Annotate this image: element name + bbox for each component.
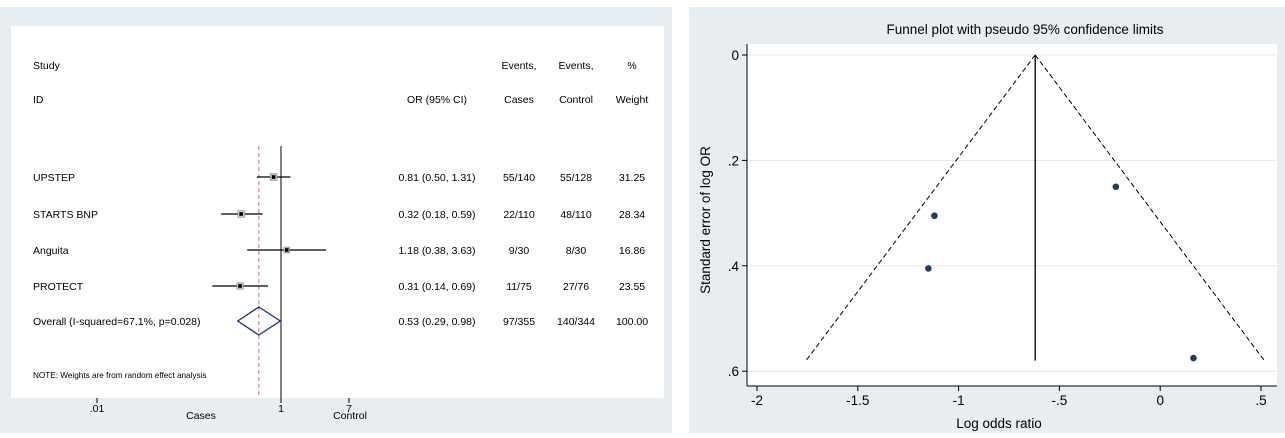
overall-label: Overall (I-squared=67.1%, p=0.028): [33, 316, 201, 328]
study-events-cases: 55/140: [503, 172, 535, 184]
overall-events-control: 140/344: [557, 316, 595, 328]
study-point-estimate: [271, 175, 276, 179]
axis-label-control: Control: [333, 410, 367, 422]
funnel-x-axis-label: Log odds ratio: [956, 416, 1042, 431]
study-events-control: 27/76: [563, 281, 589, 293]
study-events-cases: 9/30: [509, 245, 530, 257]
header-cases: Cases: [504, 94, 534, 106]
study-label: Anguita: [33, 245, 69, 257]
study-or-ci: 0.81 (0.50, 1.31): [398, 172, 475, 184]
header-study: Study: [33, 60, 61, 72]
overall-weight: 100.00: [616, 316, 648, 328]
forest-x-tick-label: 1: [278, 403, 284, 415]
header-control: Control: [559, 94, 593, 106]
study-or-ci: 0.31 (0.14, 0.69): [398, 281, 475, 293]
header-or: OR (95% CI): [407, 94, 467, 106]
study-weight: 23.55: [619, 281, 645, 293]
header-id: ID: [33, 94, 44, 106]
study-label: STARTS BNP: [33, 209, 98, 221]
header-weight: Weight: [616, 94, 649, 106]
axis-label-cases: Cases: [186, 410, 216, 422]
funnel-x-tick-label: .5: [1255, 393, 1266, 408]
study-weight: 16.86: [619, 245, 645, 257]
funnel-y-axis-label: Standard error of log OR: [698, 146, 713, 294]
funnel-x-tick-label: 0: [1156, 393, 1164, 408]
funnel-x-tick-label: -.5: [1052, 393, 1068, 408]
forest-plot-area: [11, 26, 664, 398]
header-percent: %: [627, 60, 636, 72]
forest-x-tick-label: 7: [346, 403, 352, 415]
funnel-study-point: [1112, 183, 1120, 191]
funnel-plot-panel: Funnel plot with pseudo 95% confidence l…: [689, 7, 1285, 433]
funnel-y-tick-label: 0: [731, 48, 739, 63]
funnel-title: Funnel plot with pseudo 95% confidence l…: [887, 22, 1164, 37]
study-label: PROTECT: [33, 281, 84, 293]
study-events-control: 48/110: [560, 209, 591, 221]
funnel-y-tick-label: .2: [728, 153, 739, 168]
overall-diamond: [236, 306, 282, 336]
forest-plot-panel: Study ID OR (95% CI) Events, Cases Event…: [0, 7, 672, 433]
header-events-cases: Events,: [501, 60, 536, 72]
study-point-estimate: [239, 212, 243, 216]
study-label: UPSTEP: [33, 172, 75, 184]
study-events-control: 8/30: [566, 245, 587, 257]
funnel-study-point: [1190, 354, 1197, 362]
study-point-estimate: [238, 284, 242, 288]
study-or-ci: 0.32 (0.18, 0.59): [398, 209, 475, 221]
study-or-ci: 1.18 (0.38, 3.63): [398, 245, 475, 257]
funnel-x-tick-label: -1.5: [846, 393, 869, 408]
funnel-study-point: [925, 265, 932, 272]
study-events-control: 55/128: [560, 172, 592, 184]
funnel-y-tick-label: .4: [728, 259, 740, 274]
study-weight: 31.25: [619, 172, 645, 184]
forest-plot: Study ID OR (95% CI) Events, Cases Event…: [11, 26, 664, 422]
study-events-cases: 11/75: [506, 281, 532, 293]
funnel-plot-area: [747, 44, 1277, 386]
study-point-estimate: [284, 248, 289, 252]
funnel-plot: Funnel plot with pseudo 95% confidence l…: [698, 22, 1277, 431]
funnel-y-tick-label: .6: [728, 364, 739, 379]
funnel-study-point: [931, 212, 938, 220]
study-weight: 28.34: [619, 209, 645, 221]
forest-x-tick-label: .01: [90, 403, 105, 415]
overall-or-ci: 0.53 (0.29, 0.98): [398, 316, 475, 328]
overall-events-cases: 97/355: [503, 316, 535, 328]
header-events-control: Events,: [558, 60, 593, 72]
study-events-cases: 22/110: [503, 209, 534, 221]
funnel-x-tick-label: -2: [751, 393, 763, 408]
footnote-weights: NOTE: Weights are from random effect ana…: [33, 371, 207, 380]
funnel-x-tick-label: -1: [953, 393, 965, 408]
